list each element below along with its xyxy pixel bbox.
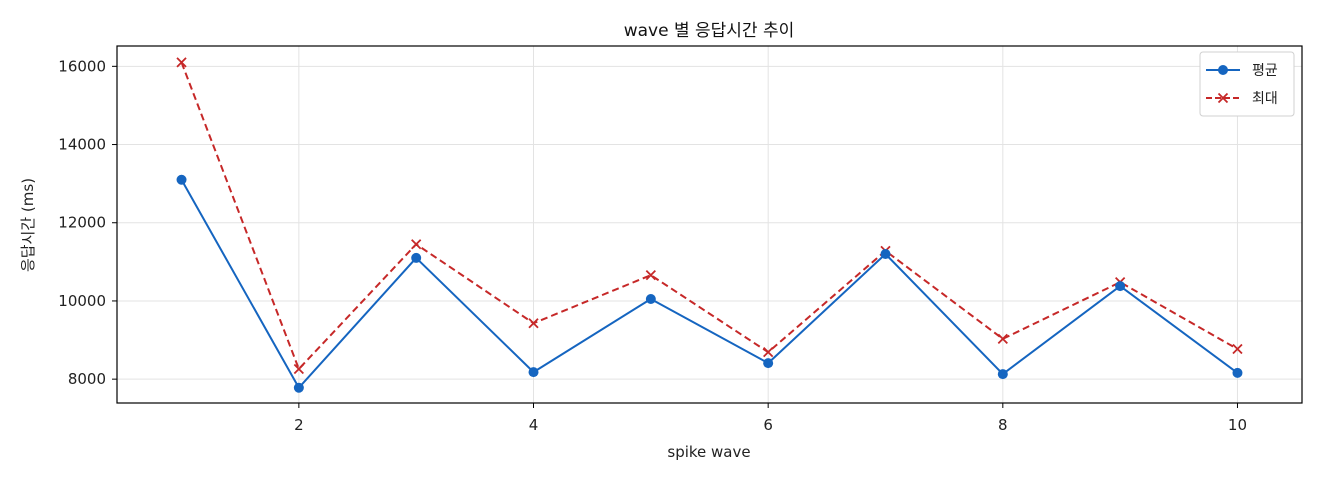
- legend-box: [1199, 51, 1295, 117]
- legend-marker: [1217, 92, 1229, 104]
- data-point: [1232, 343, 1243, 355]
- data-point: [411, 252, 422, 263]
- legend-label: 평균: [1252, 63, 1278, 79]
- x-tick-label: 6: [763, 416, 773, 434]
- plot-frame: [116, 45, 1303, 404]
- data-point: [997, 333, 1008, 345]
- data-point: [763, 358, 774, 369]
- y-tick-label: 10000: [58, 292, 106, 310]
- x-tick-label: 10: [1228, 416, 1247, 434]
- data-point: [528, 318, 539, 329]
- x-tick-label: 4: [529, 416, 539, 434]
- x-tick-label: 2: [294, 416, 304, 434]
- data-point: [411, 239, 422, 250]
- series-line: [180, 179, 1239, 389]
- data-point: [645, 293, 656, 304]
- data-point: [176, 57, 187, 68]
- series-line: [180, 62, 1238, 370]
- data-point: [293, 363, 304, 375]
- series-최대: [176, 57, 1243, 375]
- y-tick-label: 16000: [58, 57, 106, 75]
- legend-marker: [1218, 65, 1228, 75]
- chart-title: wave 별 응답시간 추이: [624, 21, 795, 41]
- grid: [117, 46, 1302, 403]
- data-point: [293, 382, 304, 393]
- data-point: [1115, 281, 1126, 292]
- y-axis-label: 응답시간 (ms): [19, 178, 37, 272]
- data-point: [645, 270, 656, 281]
- series-평균: [176, 174, 1243, 393]
- x-axis-label: spike wave: [667, 443, 750, 461]
- data-point: [880, 249, 891, 260]
- data-point: [528, 367, 539, 378]
- data-point: [1232, 367, 1243, 378]
- y-tick-label: 14000: [58, 136, 106, 154]
- data-point: [763, 347, 774, 358]
- legend-entry: 평균: [1206, 63, 1278, 79]
- data-point: [176, 174, 187, 185]
- y-tick-label: 12000: [58, 214, 106, 232]
- x-tick-label: 8: [998, 416, 1008, 434]
- legend-entry: 최대: [1206, 91, 1278, 107]
- y-tick-label: 8000: [68, 370, 106, 388]
- legend-label: 최대: [1252, 91, 1278, 107]
- axis-ticks: 2 4 6 8 10 8000 10000 12000 14000 16000: [58, 57, 1247, 434]
- series-layer: [176, 57, 1243, 393]
- data-point: [997, 369, 1008, 380]
